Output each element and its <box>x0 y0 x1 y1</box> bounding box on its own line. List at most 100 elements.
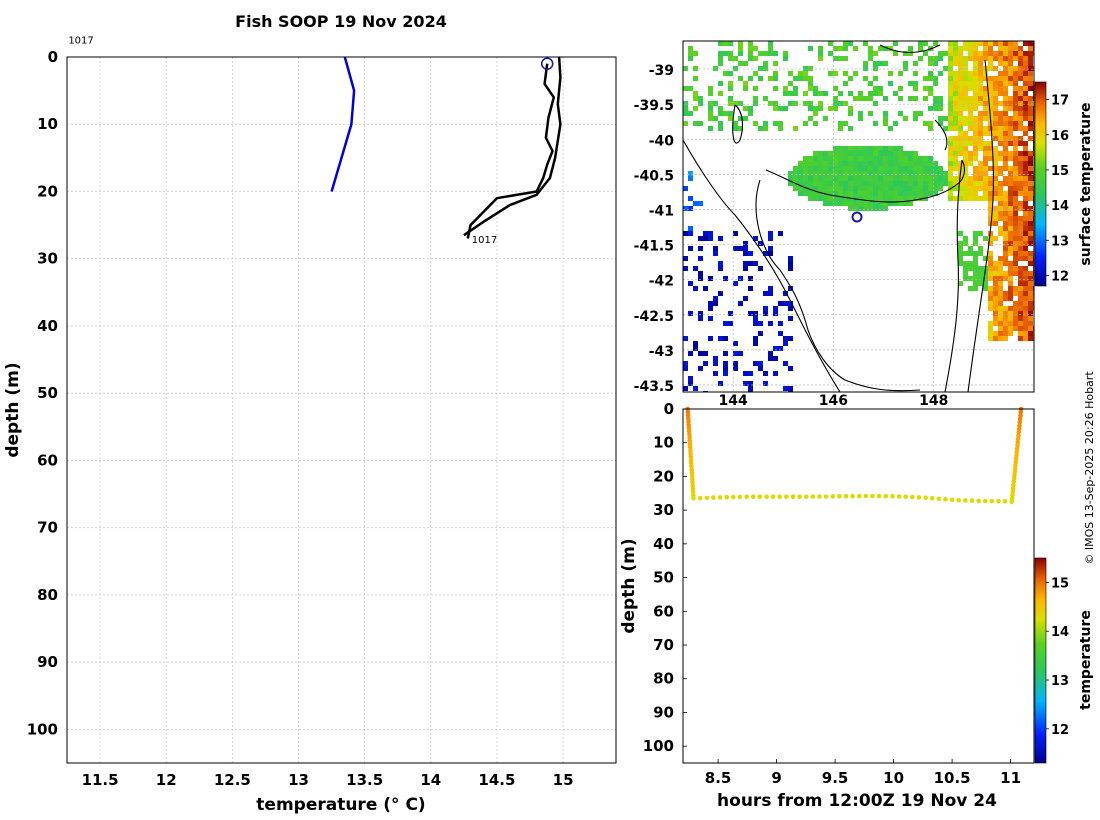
sst-cell <box>953 51 958 56</box>
sst-cell <box>988 166 993 171</box>
sst-cell <box>863 201 868 206</box>
section-point <box>810 494 816 499</box>
sst-cell <box>768 246 773 251</box>
sst-cell <box>968 136 973 141</box>
section-point <box>797 494 802 500</box>
sst-cell <box>858 116 863 121</box>
sst-cell <box>1003 91 1008 96</box>
sst-cell <box>728 41 733 46</box>
section-point <box>883 493 889 499</box>
sst-cell <box>768 286 773 291</box>
sst-cell <box>1008 286 1013 291</box>
sst-cell <box>708 116 713 121</box>
sst-cell <box>963 186 968 191</box>
sst-cell <box>713 116 718 121</box>
sst-cell <box>1008 126 1013 131</box>
sst-cell <box>998 91 1003 96</box>
sst-cell <box>888 71 893 76</box>
sst-cell <box>1008 251 1013 256</box>
sst-cell <box>868 206 873 211</box>
sst-cell <box>758 266 763 271</box>
sst-cell <box>1023 306 1028 311</box>
sst-cell <box>993 316 998 321</box>
sst-cell <box>958 196 963 201</box>
sst-cell <box>738 61 743 66</box>
temperature-profile-panel: 11.5 12 12.5 13 13.5 14 14.5 150102030405060708… <box>3 36 617 815</box>
sst-cell <box>1018 246 1023 251</box>
sst-cell <box>1018 226 1023 231</box>
sst-cell <box>1023 181 1028 186</box>
profile-y-tick-label: 100 <box>27 720 58 738</box>
sst-colorbar-tick-label: 16 <box>1051 129 1069 144</box>
sst-cell <box>903 116 908 121</box>
sst-cell <box>763 51 768 56</box>
sst-cell <box>793 176 798 181</box>
sst-cell <box>898 156 903 161</box>
sst-cell <box>923 186 928 191</box>
sst-cell <box>1023 106 1028 111</box>
sst-cell <box>998 101 1003 106</box>
sst-cell <box>988 266 993 271</box>
sst-cell <box>1008 56 1013 61</box>
sst-cell <box>1013 236 1018 241</box>
sst-cell <box>923 161 928 166</box>
sst-cell <box>693 96 698 101</box>
sst-cell <box>1008 306 1013 311</box>
sst-cell <box>868 181 873 186</box>
sst-cell <box>1008 206 1013 211</box>
profile-y-tick-label: 20 <box>37 182 58 200</box>
sst-cell <box>683 256 688 261</box>
sst-cell <box>898 146 903 151</box>
sst-cell <box>708 306 713 311</box>
sst-cell <box>988 271 993 276</box>
sst-cell <box>978 246 983 251</box>
sst-cell <box>838 46 843 51</box>
sst-cell <box>953 156 958 161</box>
sst-cell <box>988 91 993 96</box>
sst-cell <box>848 126 853 131</box>
sst-cell <box>778 126 783 131</box>
sst-cell <box>943 126 948 131</box>
sst-cell <box>688 86 693 91</box>
sst-cell <box>1018 281 1023 286</box>
sst-cell <box>1028 106 1033 111</box>
sst-cell <box>1018 271 1023 276</box>
sst-cell <box>953 161 958 166</box>
sst-cell <box>993 151 998 156</box>
sst-cell <box>788 181 793 186</box>
sst-cell <box>998 281 1003 286</box>
sst-cell <box>1028 156 1033 161</box>
sst-cell <box>828 156 833 161</box>
sst-cell <box>958 116 963 121</box>
sst-cell <box>783 336 788 341</box>
sst-cell <box>1013 306 1018 311</box>
sst-cell <box>763 371 768 376</box>
sst-cell <box>1023 316 1028 321</box>
sst-cell <box>973 251 978 256</box>
sst-cell <box>878 186 883 191</box>
sst-cell <box>968 71 973 76</box>
sst-cell <box>968 76 973 81</box>
sst-cell <box>973 136 978 141</box>
sst-cell <box>713 66 718 71</box>
sst-cell <box>1003 126 1008 131</box>
sst-cell <box>1028 276 1033 281</box>
sst-cell <box>1028 226 1033 231</box>
sst-cell <box>768 76 773 81</box>
sst-cell <box>803 166 808 171</box>
sst-cell <box>928 61 933 66</box>
sst-cell <box>813 86 818 91</box>
sst-cell <box>968 176 973 181</box>
sst-cell <box>733 121 738 126</box>
sst-cell <box>1023 166 1028 171</box>
sst-cell <box>1003 156 1008 161</box>
sst-cell <box>973 71 978 76</box>
sst-cell <box>878 151 883 156</box>
sst-cell <box>798 186 803 191</box>
sst-cell <box>713 356 718 361</box>
sst-cell <box>878 146 883 151</box>
profile-grid <box>67 56 616 763</box>
sst-cell <box>1023 61 1028 66</box>
sst-cell <box>733 361 738 366</box>
section-point <box>976 498 981 504</box>
